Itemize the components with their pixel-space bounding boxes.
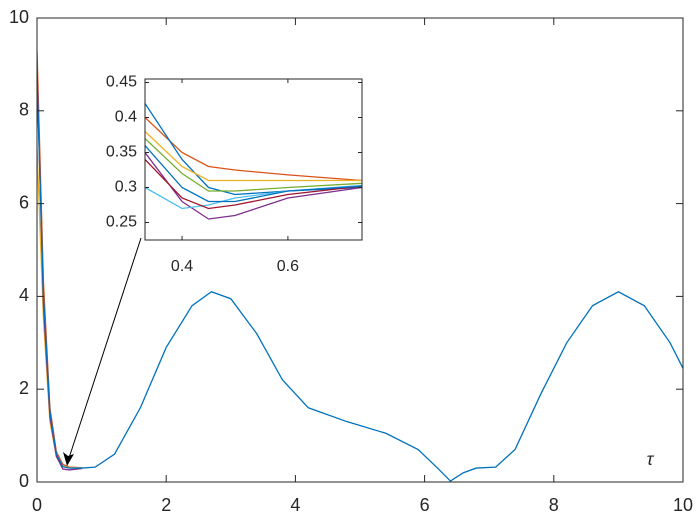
- y-tick-label: 10: [9, 7, 29, 27]
- y-tick-label: 0.25: [106, 214, 137, 231]
- lines: [145, 103, 362, 220]
- series-line: [145, 138, 362, 192]
- series-line: [145, 152, 362, 220]
- x-tick-label: 10: [673, 495, 693, 515]
- x-tick-label: 6: [420, 495, 430, 515]
- series-line: [145, 117, 362, 182]
- arrow-head: [63, 452, 74, 466]
- x-tick-label: 0.4: [171, 258, 193, 275]
- x-tick-label: 8: [549, 495, 559, 515]
- y-tick-label: 4: [19, 285, 29, 305]
- y-tick-label: 0.4: [115, 109, 137, 126]
- pointer-arrow: [68, 237, 142, 459]
- inset: 0.4 0.6 0.25 0.3 0.35 0.4 0.45: [106, 74, 363, 275]
- y-tick-label: 8: [19, 100, 29, 120]
- lines: [37, 50, 683, 482]
- x-tick-label: 2: [161, 495, 171, 515]
- y-tick-label: 6: [19, 192, 29, 212]
- x-tick-label: 0.6: [277, 258, 299, 275]
- series-line: [145, 159, 362, 210]
- axes-box: [36, 17, 684, 483]
- series-line: [145, 145, 362, 203]
- x-tick-label: 0: [32, 495, 42, 515]
- y-tick-label: 0: [19, 471, 29, 491]
- x-axis-label: τ: [647, 449, 655, 469]
- y-tick-label: 0.45: [106, 74, 137, 91]
- x-tick-label: 4: [290, 495, 300, 515]
- inset-background: [145, 79, 362, 240]
- y-tick-label: 0.3: [115, 179, 137, 196]
- series-line: [145, 131, 362, 182]
- series-line: [37, 69, 83, 471]
- series-line: [37, 50, 83, 469]
- axes-box: [144, 78, 363, 241]
- series-line: [37, 78, 683, 482]
- y-tick-label: 2: [19, 378, 29, 398]
- y-tick-label: 0.35: [106, 144, 137, 161]
- main-plot: 0 2 4 6 8 10 0 2 4 6 8 10 τ: [9, 7, 693, 515]
